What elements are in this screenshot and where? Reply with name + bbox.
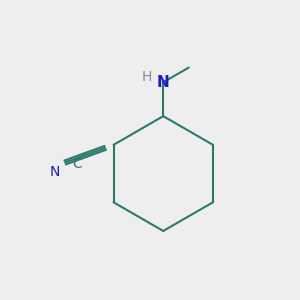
Text: N: N (50, 165, 60, 179)
Text: N: N (157, 75, 169, 90)
Text: H: H (142, 70, 152, 84)
Text: C: C (73, 157, 82, 171)
